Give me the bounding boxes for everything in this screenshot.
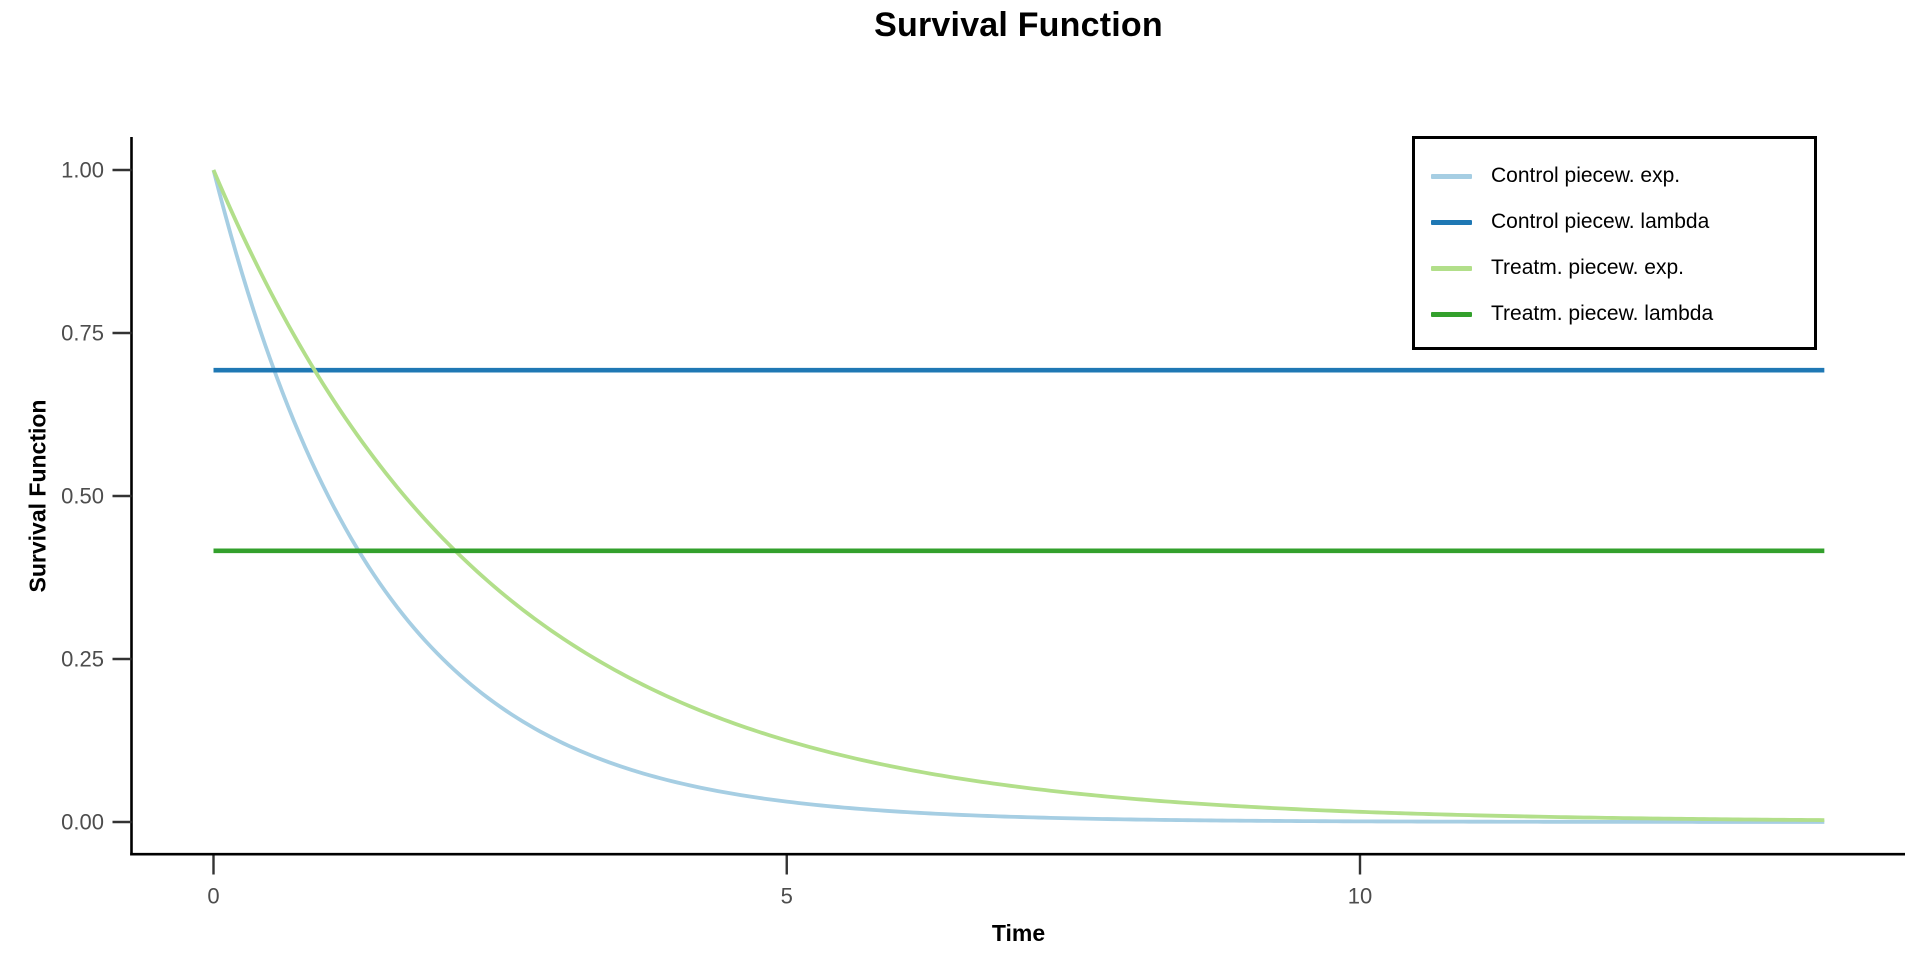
legend-label: Control piecew. lambda bbox=[1491, 210, 1710, 233]
legend-item-control-lambda: Control piecew. lambda bbox=[1415, 199, 1814, 245]
y-axis-title: Survival Function bbox=[24, 399, 51, 593]
x-axis-title: Time bbox=[991, 920, 1046, 946]
legend-line-swatch-icon bbox=[1431, 265, 1472, 271]
legend-line-swatch-icon bbox=[1431, 173, 1472, 179]
legend-label: Treatm. piecew. exp. bbox=[1491, 256, 1684, 279]
y-tick-label: 0.50 bbox=[61, 484, 104, 509]
legend-label: Treatm. piecew. lambda bbox=[1491, 302, 1714, 325]
series-lines bbox=[211, 169, 1825, 824]
axis-ticks: 0.00 0.25 0.50 0.75 1.00 0 5 10 bbox=[61, 158, 1372, 909]
chart-title: Survival Function bbox=[874, 6, 1163, 44]
legend-item-control-exp: Control piecew. exp. bbox=[1415, 153, 1814, 199]
y-tick-label: 0.25 bbox=[61, 647, 104, 672]
y-tick-label: 0.75 bbox=[61, 321, 104, 346]
x-tick-label: 0 bbox=[207, 884, 219, 909]
legend-item-treatm-lambda: Treatm. piecew. lambda bbox=[1415, 291, 1814, 337]
legend-line-swatch-icon bbox=[1431, 311, 1472, 317]
series-control-piecew-exp bbox=[211, 169, 1825, 824]
legend-box: Control piecew. exp. Control piecew. lam… bbox=[1412, 136, 1817, 350]
x-tick-label: 10 bbox=[1348, 884, 1372, 909]
legend-line-swatch-icon bbox=[1431, 219, 1472, 225]
y-tick-label: 0.00 bbox=[61, 810, 104, 835]
legend-item-treatm-exp: Treatm. piecew. exp. bbox=[1415, 245, 1814, 291]
series-treatm-piecew-exp bbox=[211, 169, 1825, 823]
legend-label: Control piecew. exp. bbox=[1491, 164, 1681, 187]
y-tick-label: 1.00 bbox=[61, 158, 104, 183]
x-tick-label: 5 bbox=[781, 884, 793, 909]
